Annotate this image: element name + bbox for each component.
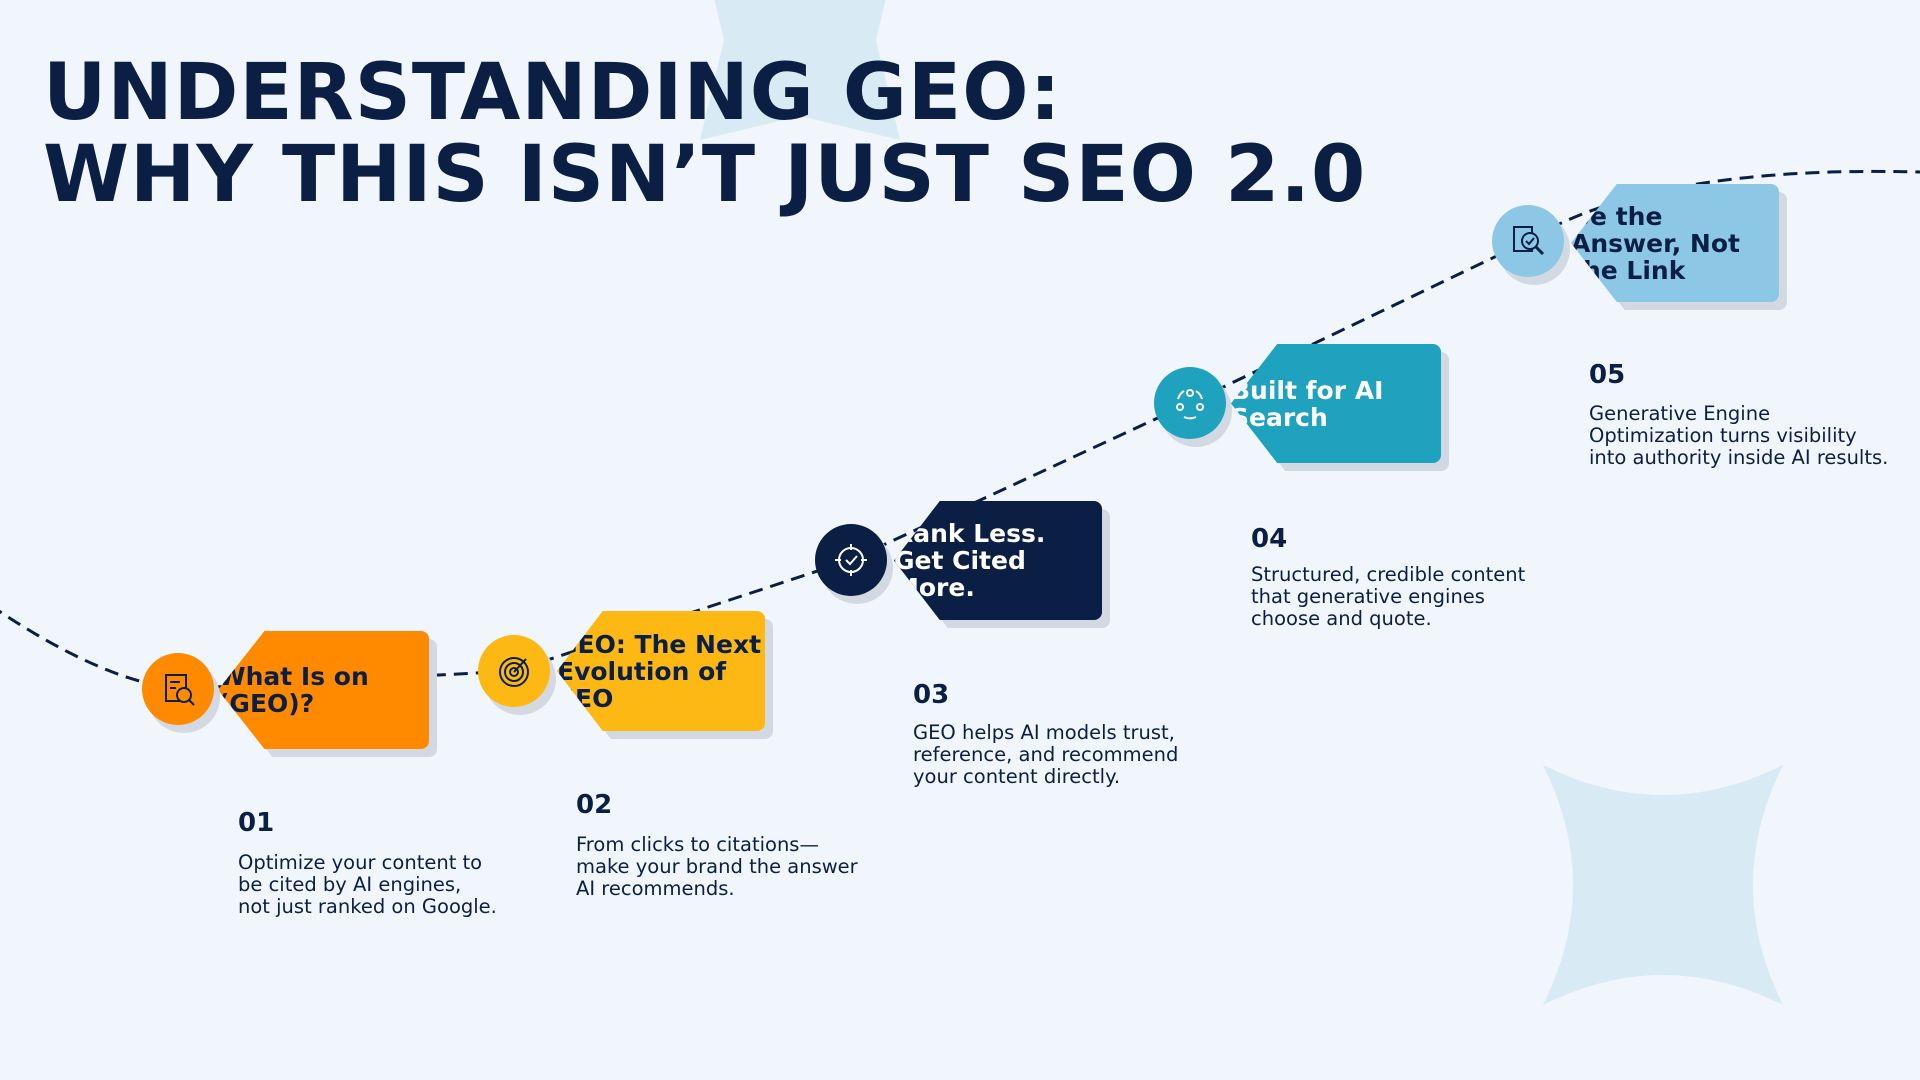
step-card: Be the Answer, Not the Link: [1571, 184, 1779, 302]
crosshair-check-icon: [835, 544, 867, 576]
step-icon-circle: [815, 524, 887, 596]
step-number: 04: [1251, 524, 1288, 554]
step-number: 05: [1589, 360, 1626, 390]
step-icon-circle: [142, 653, 214, 725]
decorative-star: [1543, 765, 1783, 1005]
title-line-1: UNDERSTANDING GEO:: [43, 48, 1062, 138]
step-label: Rank Less. Get Cited More.: [894, 519, 1046, 602]
step-number: 02: [576, 790, 613, 820]
step-label: Be the Answer, Not the Link: [1571, 201, 1740, 285]
step-icon-circle: [1154, 367, 1226, 439]
step-description: From clicks to citations—make your brand…: [576, 833, 858, 900]
step-description: Generative Engine Optimization turns vis…: [1589, 402, 1889, 469]
step-number: 03: [913, 680, 950, 710]
title-line-2: WHY THIS ISN’T JUST SEO 2.0: [43, 130, 1367, 220]
people-network-icon: [1176, 389, 1204, 420]
step-description: Optimize your content to be cited by AI …: [238, 851, 497, 918]
step-card: Rank Less. Get Cited More.: [894, 501, 1102, 620]
document-magnifier-check-icon: [1513, 226, 1545, 256]
step-label: What Is on (GEO)?: [218, 662, 369, 718]
step-description: Structured, credible content that genera…: [1251, 563, 1526, 630]
target-icon: [499, 657, 529, 687]
document-search-icon: [165, 674, 195, 706]
step-card: GEO: The Next Evolution of SEO: [557, 611, 765, 731]
page-title: UNDERSTANDING GEO: WHY THIS ISN’T JUST S…: [43, 52, 1366, 216]
step-icon-circle: [1492, 205, 1564, 277]
step-icon-circle: [478, 635, 550, 707]
step-card: What Is on (GEO)?: [218, 631, 429, 749]
step-number: 01: [238, 808, 275, 838]
step-card: Built for AI Search: [1231, 344, 1441, 463]
step-label: Built for AI Search: [1231, 375, 1384, 432]
step-label: GEO: The Next Evolution of SEO: [557, 629, 762, 713]
step-description: GEO helps AI models trust, reference, an…: [913, 721, 1179, 788]
